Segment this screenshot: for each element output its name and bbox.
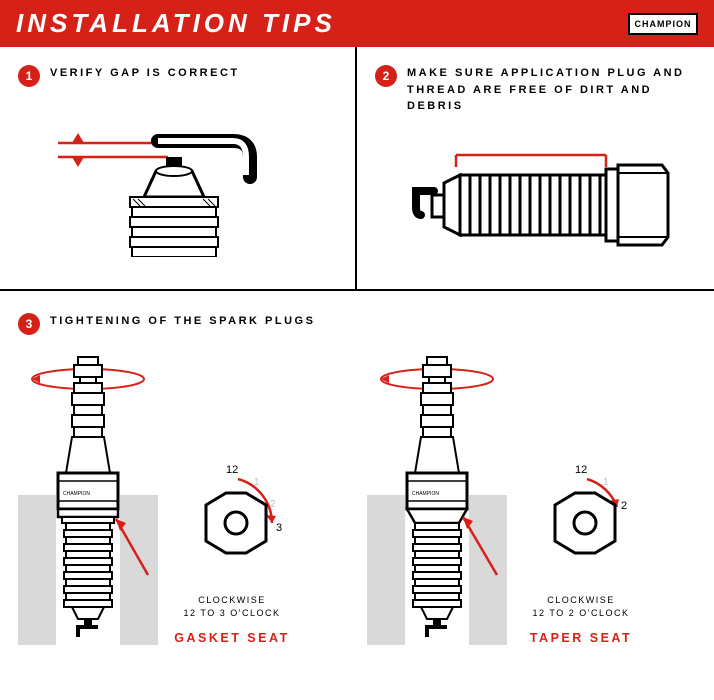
clock-3: 3 <box>276 522 282 534</box>
step-3-text: TIGHTENING OF THE SPARK PLUGS <box>50 313 315 330</box>
header-bar: INSTALLATION TIPS CHAMPION <box>0 0 714 47</box>
gasket-seat-group: CHAMPION <box>18 355 347 645</box>
gasket-clock-caption: CLOCKWISE 12 TO 3 O'CLOCK <box>172 594 292 621</box>
step-3-num-text: 3 <box>26 317 33 331</box>
taper-seat-label: TAPER SEAT <box>521 631 641 645</box>
step-3-heading: 3 TIGHTENING OF THE SPARK PLUGS <box>18 313 696 335</box>
taper-clock-block: 12 1 2 CLOCKWISE 12 TO 2 O'CLOCK TAPER S… <box>521 461 641 645</box>
clock-12: 12 <box>575 464 587 476</box>
clock-12: 12 <box>226 464 238 476</box>
svg-text:CHAMPION: CHAMPION <box>63 491 90 497</box>
page-title: INSTALLATION TIPS <box>16 8 336 39</box>
gasket-clock-block: 12 1 2 3 CLOCKWISE 12 TO 3 O'CLOCK GASKE… <box>172 461 292 645</box>
clock-2: 2 <box>621 500 627 512</box>
thread-svg <box>386 135 686 265</box>
taper-seat-group: CHAMPION <box>367 355 696 645</box>
step-2-heading: 2 MAKE SURE APPLICATION PLUG AND THREAD … <box>375 65 696 115</box>
brand-text: CHAMPION <box>635 19 692 29</box>
panel-step-2: 2 MAKE SURE APPLICATION PLUG AND THREAD … <box>357 47 714 289</box>
step-number-3: 3 <box>18 313 40 335</box>
top-row: 1 VERIFY GAP IS CORRECT <box>0 47 714 291</box>
svg-text:CHAMPION: CHAMPION <box>412 491 439 497</box>
taper-plug-svg: CHAMPION <box>367 355 507 645</box>
taper-plug-diagram: CHAMPION <box>367 355 507 645</box>
clock-2: 2 <box>270 499 276 510</box>
step-1-num-text: 1 <box>26 69 33 83</box>
step-2-text: MAKE SURE APPLICATION PLUG AND THREAD AR… <box>407 65 696 115</box>
panel-step-1: 1 VERIFY GAP IS CORRECT <box>0 47 357 289</box>
step-1-text: VERIFY GAP IS CORRECT <box>50 65 240 82</box>
step-2-num-text: 2 <box>383 69 390 83</box>
step-1-heading: 1 VERIFY GAP IS CORRECT <box>18 65 337 87</box>
step-number-2: 2 <box>375 65 397 87</box>
gasket-plug-diagram: CHAMPION <box>18 355 158 645</box>
clock-1: 1 <box>603 477 609 488</box>
panel-step-3: 3 TIGHTENING OF THE SPARK PLUGS <box>0 291 714 667</box>
caption-line: 12 TO 3 O'CLOCK <box>172 607 292 621</box>
caption-line: CLOCKWISE <box>521 594 641 608</box>
gasket-plug-svg: CHAMPION <box>18 355 158 645</box>
gasket-seat-label: GASKET SEAT <box>172 631 292 645</box>
gap-svg <box>38 107 318 257</box>
gap-diagram <box>18 107 337 257</box>
gasket-clock-svg: 12 1 2 3 <box>172 461 292 581</box>
brand-logo: CHAMPION <box>628 13 698 35</box>
caption-line: CLOCKWISE <box>172 594 292 608</box>
step-number-1: 1 <box>18 65 40 87</box>
taper-clock-svg: 12 1 2 <box>521 461 641 581</box>
tightening-diagrams: CHAMPION <box>18 355 696 645</box>
caption-line: 12 TO 2 O'CLOCK <box>521 607 641 621</box>
taper-clock-caption: CLOCKWISE 12 TO 2 O'CLOCK <box>521 594 641 621</box>
thread-diagram <box>375 135 696 265</box>
